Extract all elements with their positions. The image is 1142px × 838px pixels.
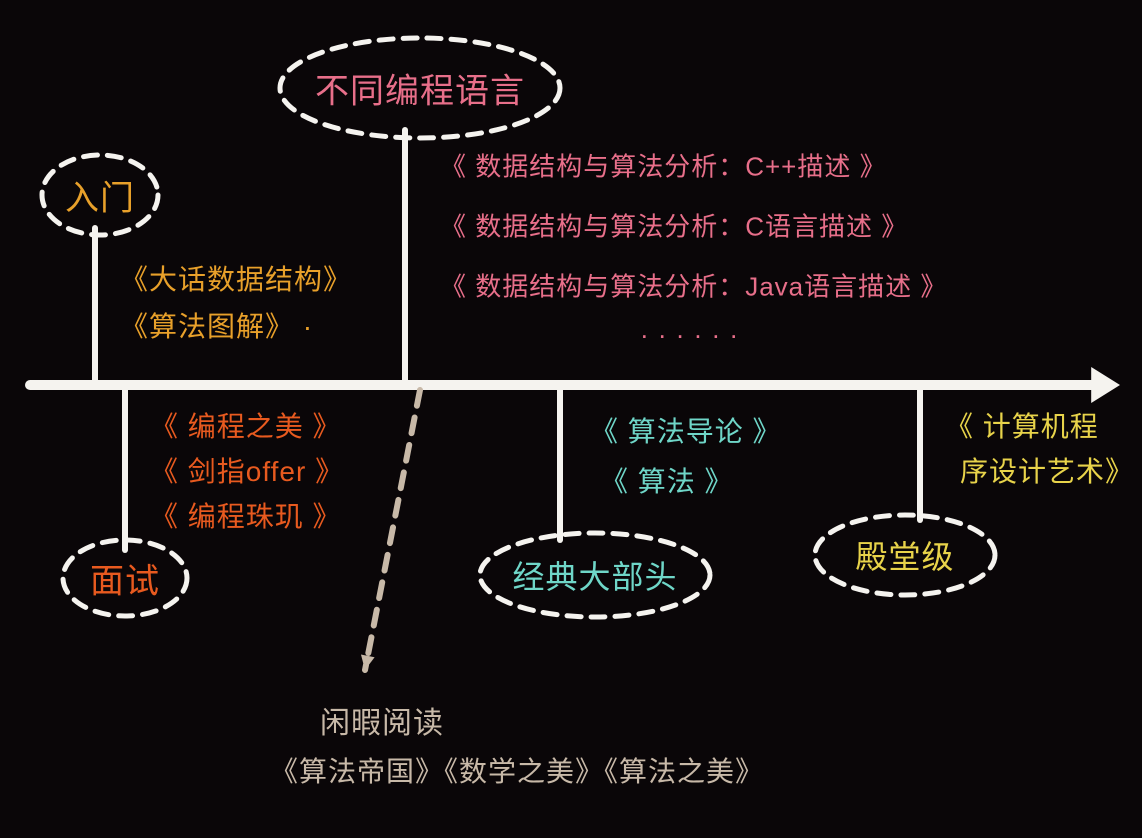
hall-books-item: 《 计算机程 bbox=[945, 405, 1099, 445]
intro-books-item: 《算法图解》 · bbox=[120, 305, 313, 345]
lang-books-item: 《 数据结构与算法分析：C语言描述 》 bbox=[440, 207, 908, 244]
interview-books-item: 《 剑指offer 》 bbox=[150, 450, 344, 490]
lang-bubble-label: 不同编程语言 bbox=[315, 64, 525, 113]
classic-bubble-label: 经典大部头 bbox=[512, 552, 677, 598]
hall-bubble-label: 殿堂级 bbox=[855, 532, 954, 578]
diagram-stage: 入门 不同编程语言面试 经典大部头 殿堂级 《大话数据结构》《算法图解》 · 《 数据结构… bbox=[0, 0, 1142, 838]
classic-books-item: 《 算法 》 bbox=[600, 460, 734, 500]
classic-books-item: 《 算法导论 》 bbox=[590, 410, 782, 450]
intro-bubble-label: 入门 bbox=[65, 171, 135, 220]
axis-arrowhead bbox=[1091, 367, 1120, 403]
hall-books-item: 序设计艺术》 bbox=[960, 450, 1134, 490]
interview-bubble-label: 面试 bbox=[90, 554, 160, 603]
leisure-books: 《算法帝国》《数学之美》《算法之美》 bbox=[270, 750, 764, 790]
leisure-title: 闲暇阅读 bbox=[320, 698, 444, 742]
leisure-arrow bbox=[365, 390, 420, 670]
lang-books-item: 《 数据结构与算法分析：Java语言描述 》 bbox=[440, 267, 947, 304]
interview-books-item: 《 编程珠玑 》 bbox=[150, 495, 342, 535]
interview-books-item: 《 编程之美 》 bbox=[150, 405, 342, 445]
lang-books-item: 《 数据结构与算法分析：C++描述 》 bbox=[440, 147, 887, 184]
intro-books-item: 《大话数据结构》 bbox=[120, 258, 352, 298]
lang-books-item: · · · · · · bbox=[640, 320, 739, 351]
